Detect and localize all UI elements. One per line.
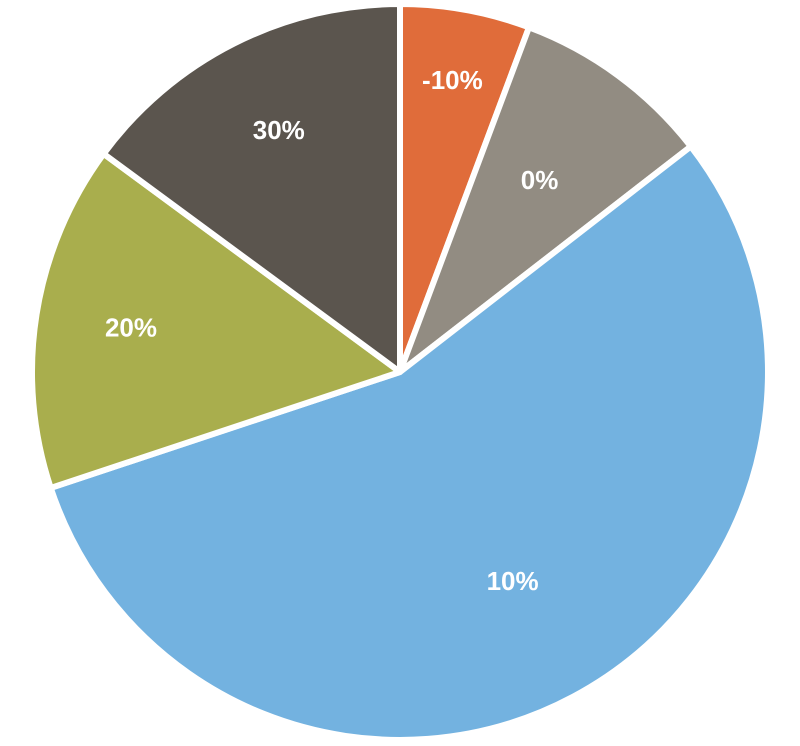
slice-label: 30% (253, 115, 305, 145)
slice-label: 10% (487, 566, 539, 596)
pie-labels: -10% 0% 10% 20% 30% (105, 65, 558, 596)
pie-slice (100, 1, 403, 375)
pie-slice (47, 143, 771, 743)
slice-label: -10% (422, 65, 483, 95)
pie-slices (29, 1, 771, 743)
slice-label: 0% (521, 165, 559, 195)
slice-label: 20% (105, 312, 157, 342)
pie-slice (29, 150, 403, 491)
pie-slice (397, 24, 694, 375)
